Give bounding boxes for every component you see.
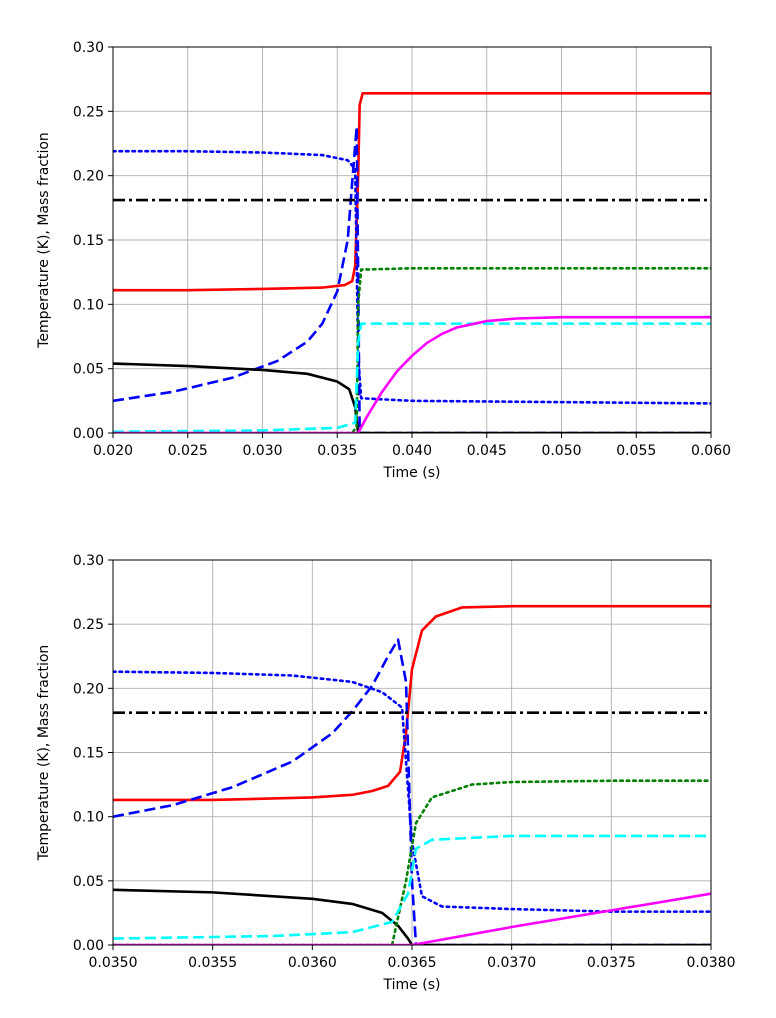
chart-2-xtick-label: 0.0365: [388, 955, 437, 971]
chart-1-series-group: [113, 92, 711, 433]
chart-2-ytick-label: 0.10: [73, 810, 104, 826]
chart-2-xtick-label: 0.0355: [188, 955, 237, 971]
chart-2-series-6: [113, 779, 711, 945]
chart-1-xtick-label: 0.030: [242, 443, 282, 459]
chart-1-xlabel: Time (s): [383, 465, 441, 481]
chart-2-ylabel: Temperature (K), Mass fraction: [36, 645, 52, 862]
chart-1-ylabel: Temperature (K), Mass fraction: [36, 132, 52, 349]
chart-1: 0.020 0.025 0.030 0.035 0.040 0.045 0.050 0.055…: [36, 40, 731, 481]
chart-2: 0.0350 0.0355 0.0360 0.0365 0.0370 0.0375 0.03…: [36, 553, 736, 993]
chart-2-xtick-label: 0.0360: [288, 955, 337, 971]
chart-2-xtick-label: 0.0350: [89, 955, 138, 971]
chart-2-series-3: [113, 670, 711, 913]
chart-2-xlabel: Time (s): [383, 977, 441, 993]
chart-2-series-group: [113, 604, 711, 945]
chart-2-ytick-label: 0.20: [73, 681, 104, 697]
chart-2-ytick-label: 0.00: [73, 938, 104, 954]
chart-1-xtick-label: 0.060: [691, 443, 731, 459]
chart-2-series-2: [113, 638, 711, 945]
chart-1-xtick-label: 0.055: [616, 443, 656, 459]
chart-1-xtick-label: 0.025: [168, 443, 208, 459]
chart-1-xtick-label: 0.040: [392, 443, 432, 459]
chart-1-frame: [112, 46, 712, 434]
chart-1-ytick-label: 0.10: [73, 297, 104, 313]
chart-1-xtick-label: 0.045: [467, 443, 507, 459]
chart-1-xtick-label: 0.050: [541, 443, 581, 459]
chart-1-ytick-label: 0.05: [73, 362, 104, 378]
chart-2-series-8: [113, 892, 711, 945]
chart-1-series-1: [113, 92, 711, 292]
chart-2-ytick-label: 0.15: [73, 746, 104, 762]
chart-2-xtick-label: 0.0380: [687, 955, 736, 971]
chart-1-series-2: [113, 125, 711, 433]
chart-1-ytick-label: 0.20: [73, 169, 104, 185]
chart-1-ytick-label: 0.00: [73, 426, 104, 442]
chart-2-xtick-label: 0.0375: [587, 955, 636, 971]
chart-1-series-7: [113, 322, 711, 433]
chart-1-xtick-label: 0.020: [93, 443, 133, 459]
chart-1-series-8: [113, 315, 711, 433]
chart-1-ytick-label: 0.30: [73, 40, 104, 56]
chart-1-xtick-label: 0.035: [317, 443, 357, 459]
chart-2-series-7: [113, 834, 711, 940]
chart-1-series-3: [113, 149, 711, 405]
chart-1-ytick-label: 0.25: [73, 104, 104, 120]
chart-2-frame: [112, 559, 712, 946]
chart-2-series-1: [113, 604, 711, 802]
chart-2-ytick-label: 0.05: [73, 874, 104, 890]
chart-2-xtick-label: 0.0370: [487, 955, 536, 971]
chart-2-series-5: [113, 888, 711, 945]
chart-1-ytick-label: 0.15: [73, 233, 104, 249]
chart-2-ytick-label: 0.30: [73, 553, 104, 569]
chart-2-ytick-label: 0.25: [73, 617, 104, 633]
